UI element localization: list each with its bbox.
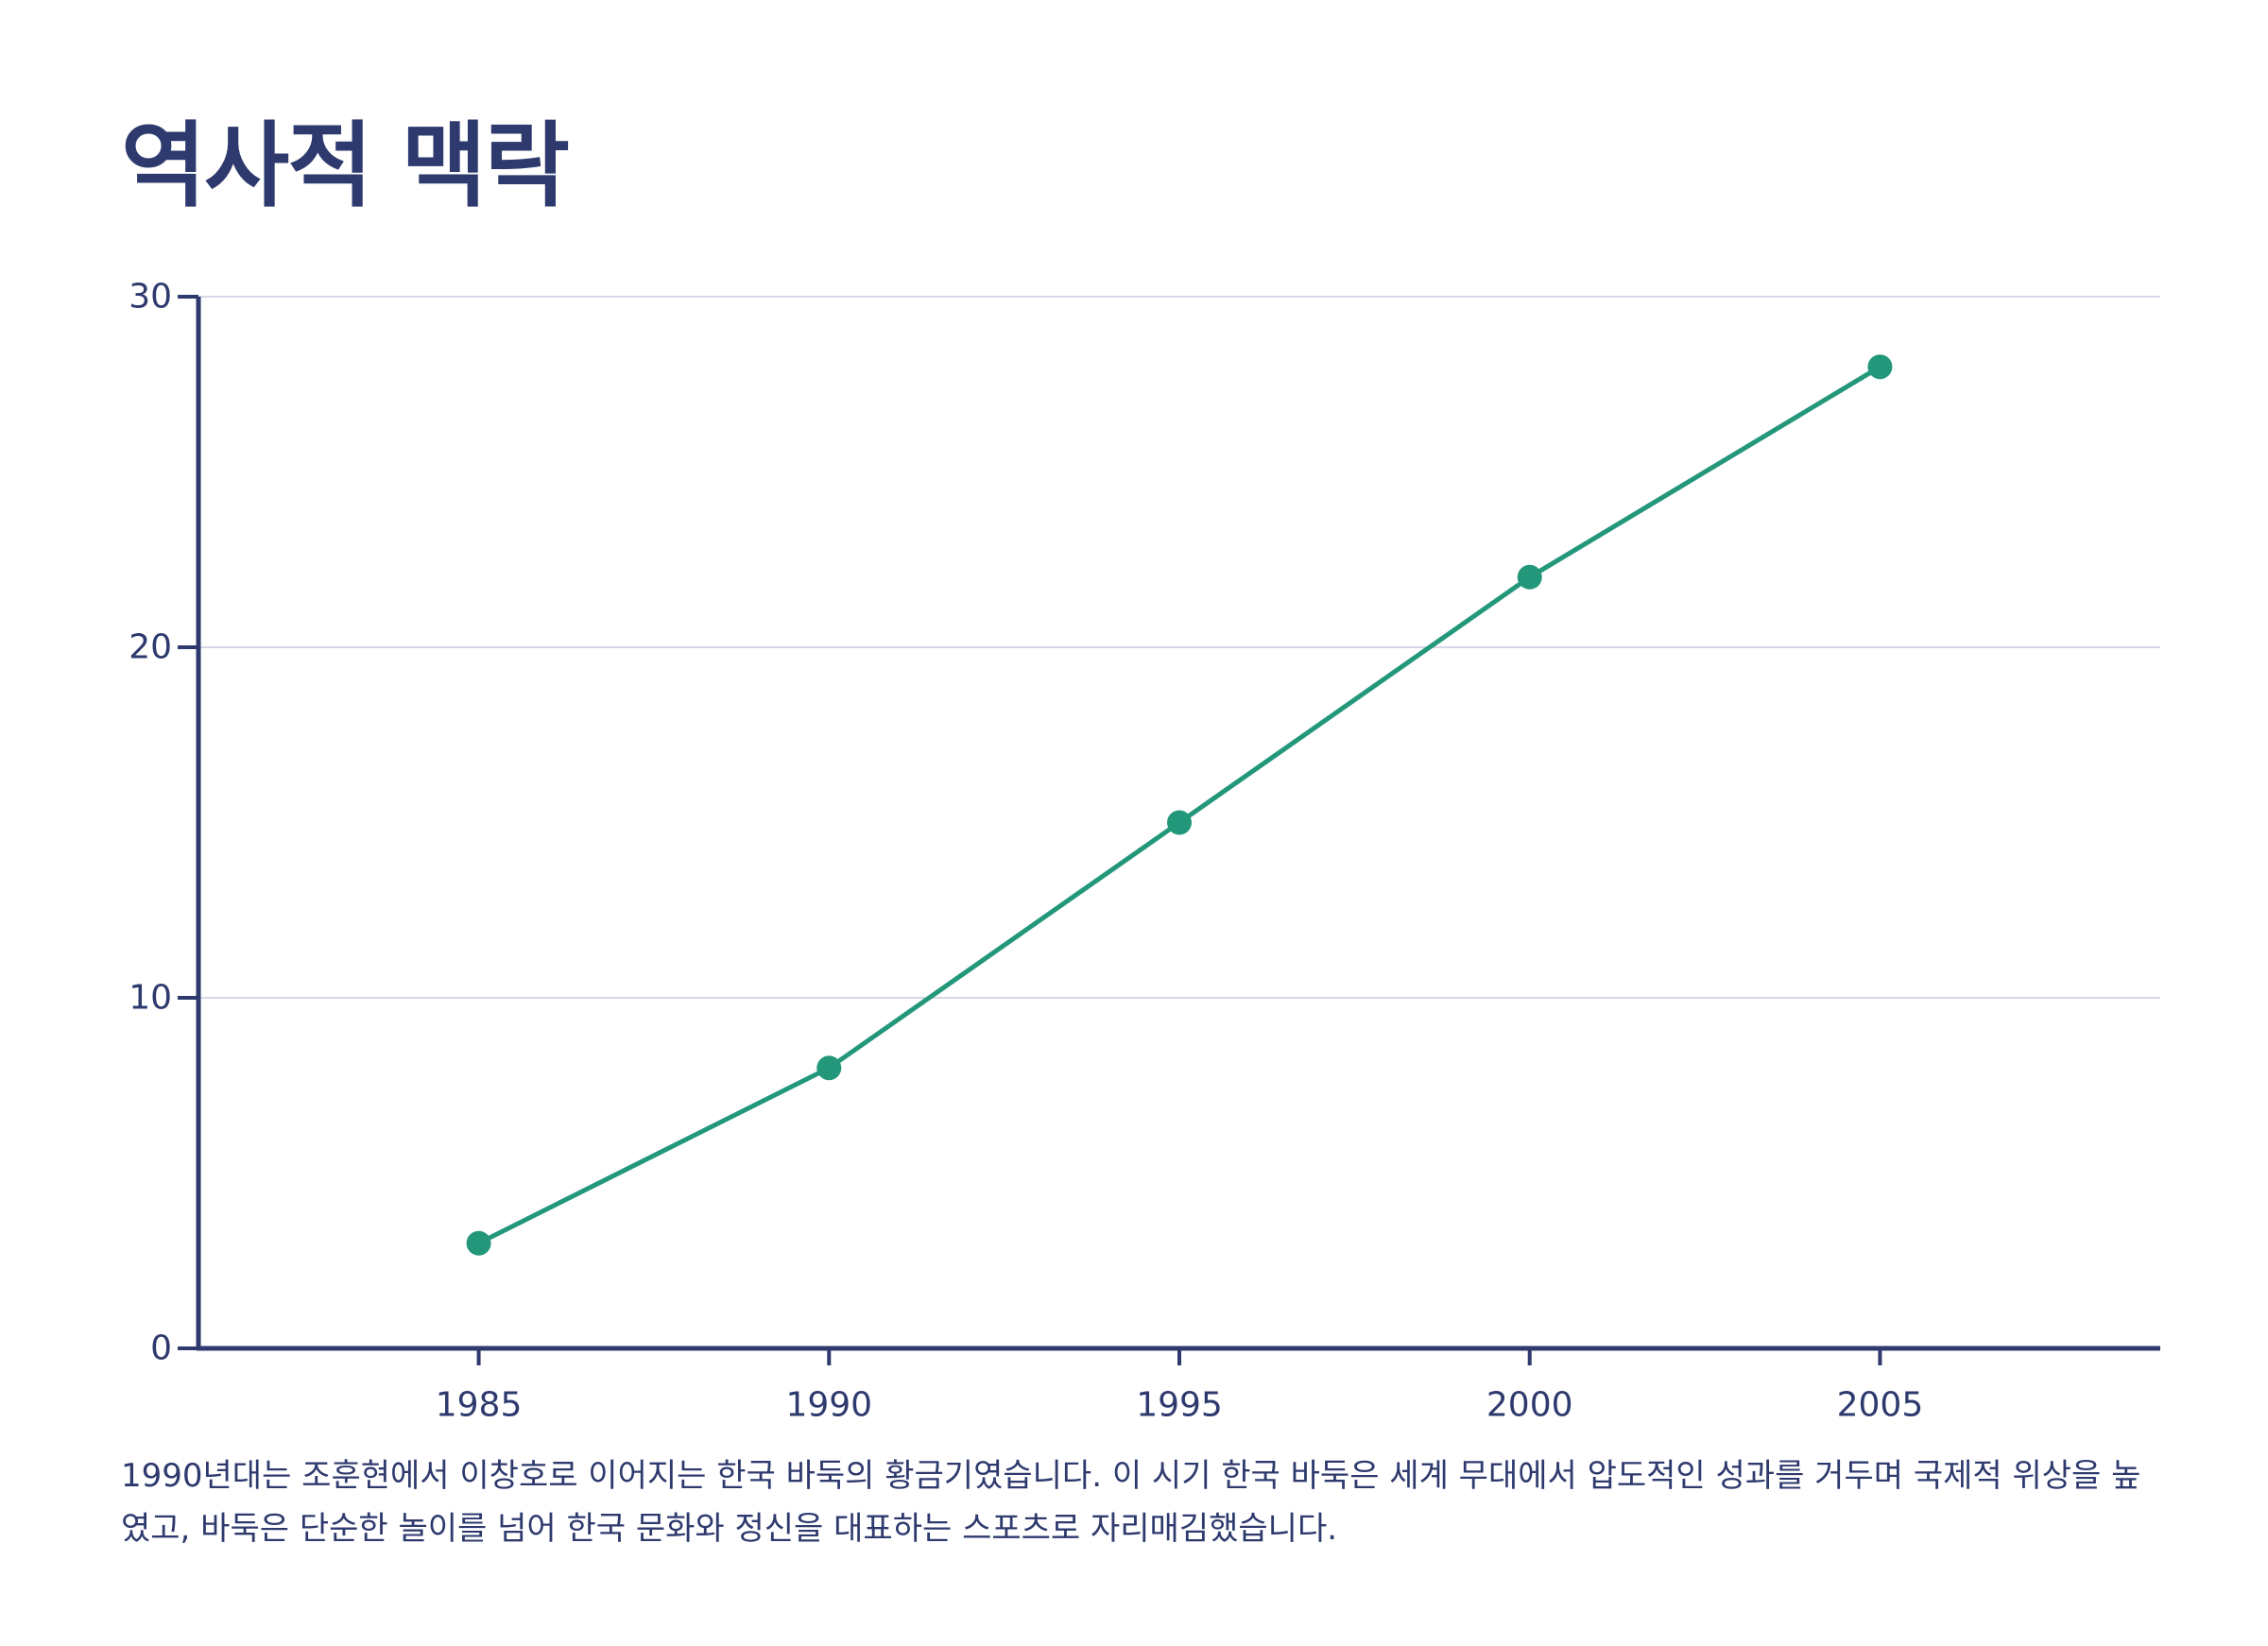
data-point-2000 xyxy=(1517,564,1542,590)
x-tick-label-1985: 1985 xyxy=(436,1386,523,1418)
data-point-2005 xyxy=(1867,354,1893,380)
data-point-1985 xyxy=(466,1230,491,1256)
x-tick-label-1995: 1995 xyxy=(1136,1386,1223,1418)
x-tick-label-2000: 2000 xyxy=(1486,1386,1573,1418)
y-tick-label-30: 30 xyxy=(129,278,172,317)
line-chart: 0 10 20 30 1985 1990 1995 2000 2005 xyxy=(129,278,2160,1417)
y-tick-label-0: 0 xyxy=(150,1329,172,1368)
y-axis-ticks: 0 10 20 30 xyxy=(129,278,198,1368)
series-line-0 xyxy=(477,365,1881,1245)
page-title: 역사적 맥락 xyxy=(121,112,570,220)
y-tick-label-20: 20 xyxy=(129,628,172,667)
x-tick-label-1990: 1990 xyxy=(785,1386,872,1418)
chart-caption: 1990년대는 조훈현에서 이창호로 이어지는 한국 바둑의 황금기였습니다. … xyxy=(121,1457,2141,1548)
grid-lines xyxy=(198,296,2160,999)
series xyxy=(466,354,1893,1256)
y-tick-label-10: 10 xyxy=(129,979,172,1018)
x-tick-label-2005: 2005 xyxy=(1837,1386,1924,1418)
data-point-1995 xyxy=(1167,810,1192,835)
x-axis-ticks: 1985 1990 1995 2000 2005 xyxy=(436,1348,1923,1417)
data-point-1990 xyxy=(816,1055,842,1081)
